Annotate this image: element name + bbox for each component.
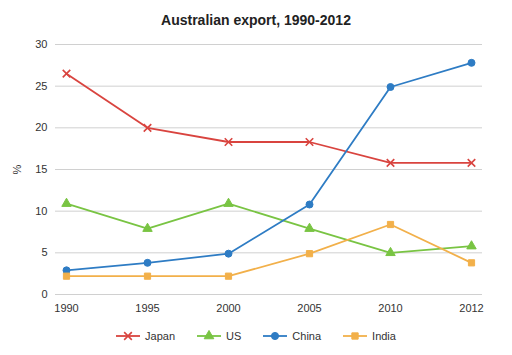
html-text:Australian export, 1990-2012: Australian export, 1990-2012 <box>161 12 351 28</box>
svg-text:15: 15 <box>35 163 47 175</box>
html-text:India: India <box>372 330 396 342</box>
svg-text:2000: 2000 <box>216 302 240 314</box>
svg-text:2012: 2012 <box>459 302 483 314</box>
svg-text:30: 30 <box>35 38 47 50</box>
svg-text:25: 25 <box>35 80 47 92</box>
svg-text:2005: 2005 <box>297 302 321 314</box>
svg-text:5: 5 <box>41 246 47 258</box>
svg-text:20: 20 <box>35 121 47 133</box>
svg-text:%: % <box>11 164 23 174</box>
html-text:China: China <box>292 330 322 342</box>
svg-text:2010: 2010 <box>378 302 402 314</box>
svg-text:1990: 1990 <box>54 302 78 314</box>
svg-text:10: 10 <box>35 205 47 217</box>
svg-text:0: 0 <box>41 288 47 300</box>
html-text:US: US <box>226 330 242 342</box>
html-text:Japan: Japan <box>145 330 175 342</box>
svg-text:1995: 1995 <box>135 302 159 314</box>
